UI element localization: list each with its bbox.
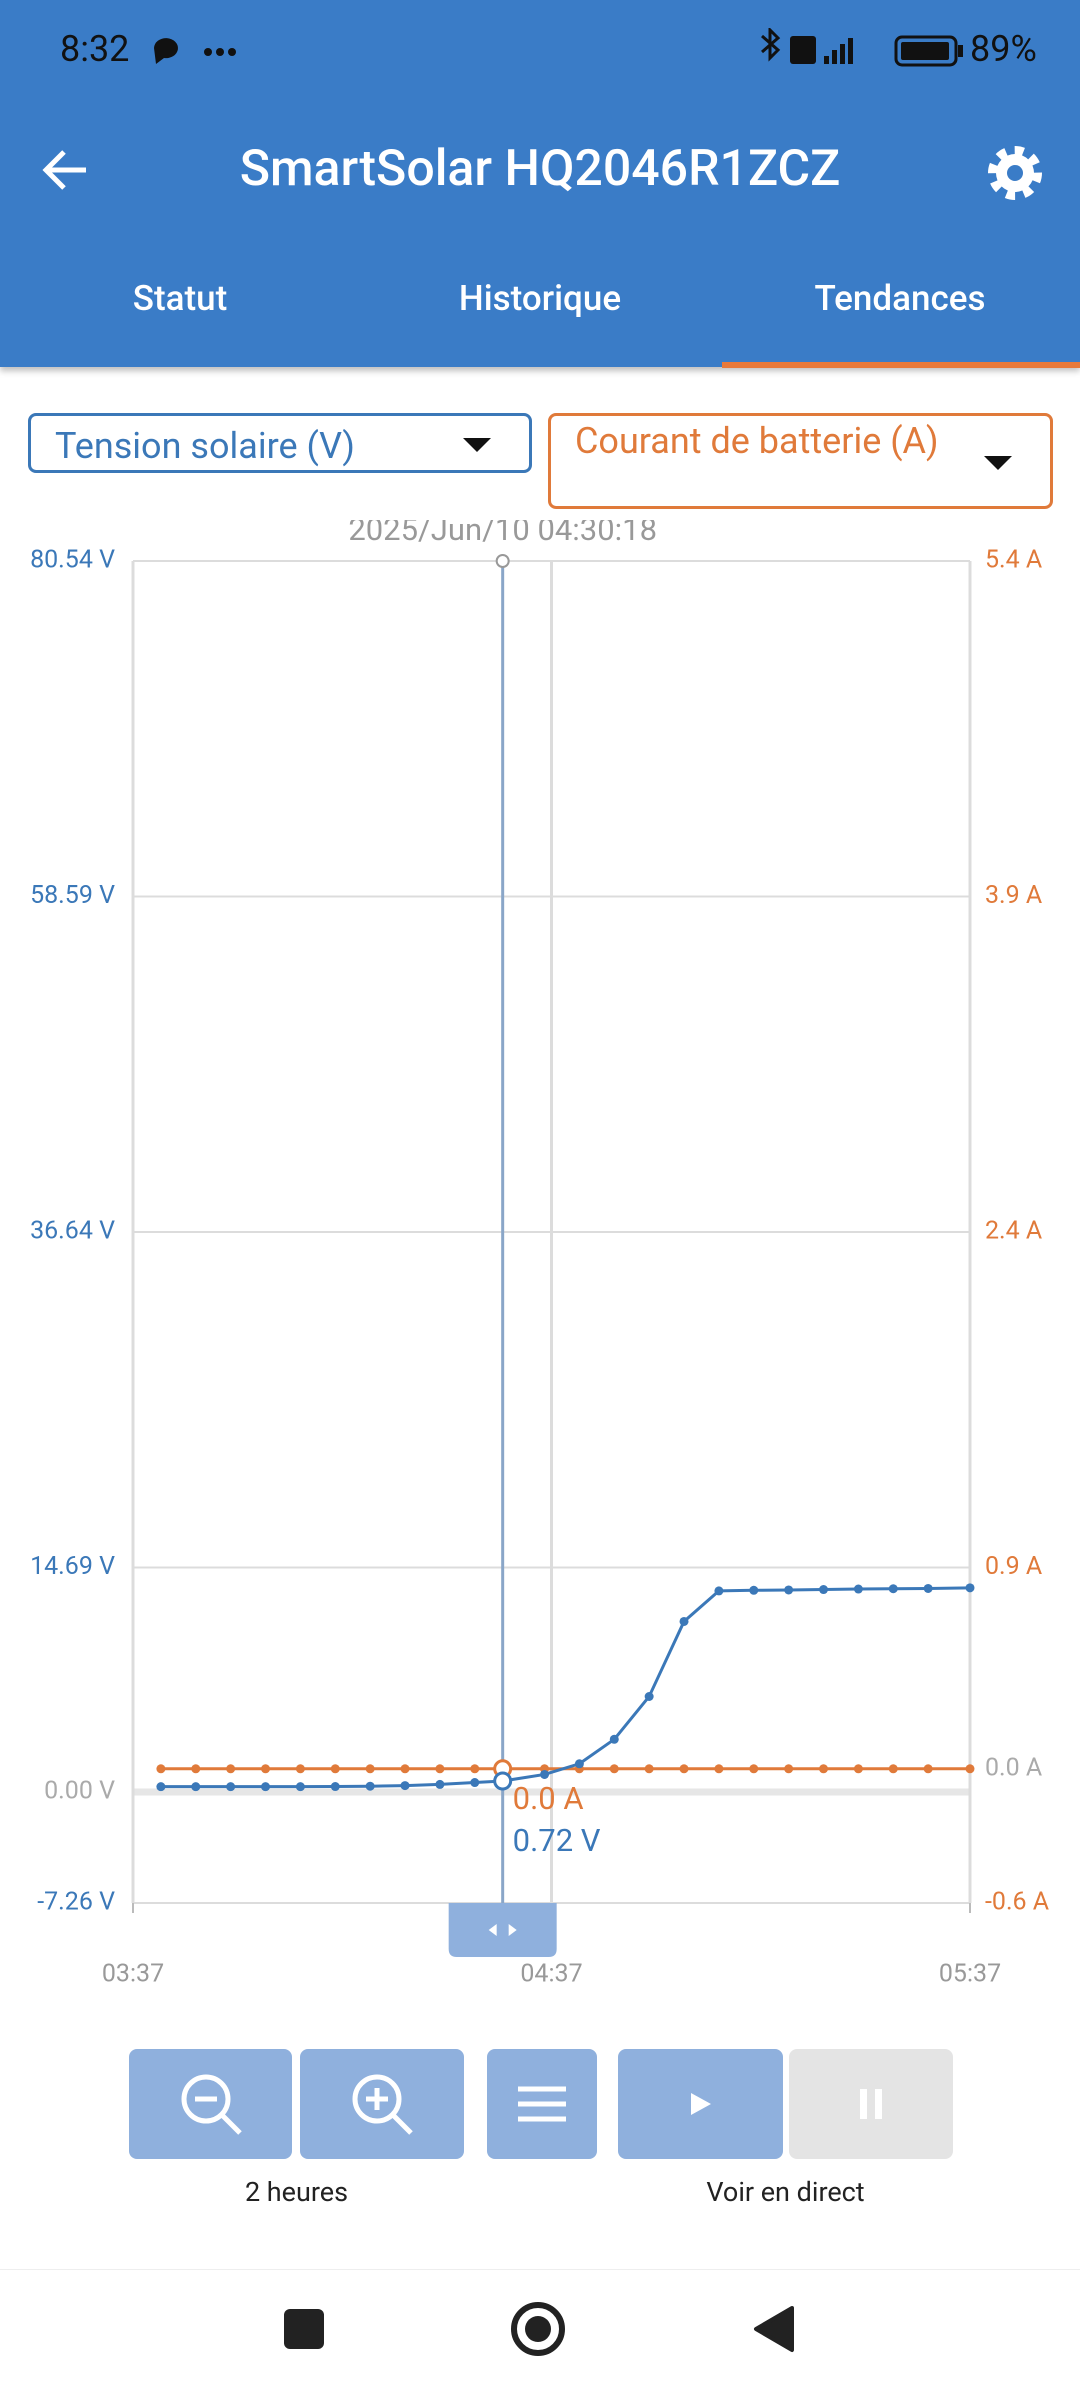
cursor-handle <box>448 1903 557 1957</box>
cursor-top <box>495 554 510 568</box>
status-icons <box>154 38 236 64</box>
nav-bar <box>0 2269 1080 2401</box>
settings-button[interactable] <box>985 143 1045 203</box>
system-icons <box>761 28 963 67</box>
app-bar: 8:32 89% SmartSolar HQ2046R1ZCZ Statut H… <box>0 0 1080 368</box>
value-label: 0.72 V <box>513 1822 601 1859</box>
play-button[interactable] <box>618 2049 783 2159</box>
data-point <box>365 1781 375 1791</box>
data-point <box>749 1764 759 1774</box>
data-point <box>853 1764 863 1774</box>
y2-tick-label: 2.4 A <box>985 1217 1042 1246</box>
data-point <box>470 1764 480 1774</box>
tab-indicator <box>722 362 1080 368</box>
handle-arrows <box>488 1924 517 1936</box>
value-label: 0.0 A <box>513 1780 584 1817</box>
data-point <box>435 1764 445 1774</box>
y-tick-label: 14.69 V <box>30 1552 115 1581</box>
y2-tick-label: 0.0 A <box>985 1753 1042 1782</box>
series-dropdown[interactable]: Tension solaire (V) <box>28 413 532 473</box>
data-point <box>191 1764 201 1774</box>
live-label: Voir en direct <box>706 2176 865 2208</box>
data-point <box>679 1616 689 1626</box>
cursor-label: 2025/Jun/10 04:30:18 <box>348 520 657 548</box>
y2-tick-label: 3.9 A <box>985 881 1042 910</box>
data-point <box>888 1584 898 1594</box>
data-point <box>965 1583 975 1593</box>
y-tick-label: 80.54 V <box>30 546 115 575</box>
status-battery: 89% <box>970 28 1037 70</box>
data-point <box>965 1764 975 1774</box>
tab[interactable]: Historique <box>458 278 622 319</box>
x-tick-label: 04:37 <box>520 1960 582 1989</box>
data-point <box>714 1764 724 1774</box>
data-point <box>295 1782 305 1792</box>
series-line <box>160 1586 971 1789</box>
dropdown-text: Tension solaire (V) <box>55 425 355 467</box>
series-dropdown[interactable]: Courant de batterie (A) <box>548 413 1053 509</box>
tab[interactable]: Statut <box>132 278 228 319</box>
data-point <box>400 1781 410 1791</box>
zoom-label: 2 heures <box>244 2176 349 2208</box>
back-nav-button[interactable] <box>754 2306 794 2352</box>
data-point <box>644 1764 654 1774</box>
data-point <box>784 1585 794 1595</box>
cursor-point <box>493 1771 513 1791</box>
data-point <box>888 1764 898 1774</box>
y-tick-label: 58.59 V <box>30 881 115 910</box>
data-point <box>609 1764 619 1774</box>
data-point <box>470 1778 480 1788</box>
tab[interactable]: Tendances <box>814 278 986 319</box>
back-button[interactable] <box>40 146 92 194</box>
data-point <box>644 1692 654 1702</box>
zoom-out-button[interactable] <box>129 2049 292 2159</box>
data-point <box>749 1585 759 1595</box>
status-time: 8:32 <box>60 28 130 70</box>
data-point <box>714 1586 724 1596</box>
data-point <box>330 1782 340 1792</box>
data-point <box>853 1584 863 1594</box>
recents-button[interactable] <box>284 2309 324 2349</box>
data-point <box>365 1764 375 1774</box>
data-point <box>330 1764 340 1774</box>
y2-tick-label: 5.4 A <box>985 546 1042 575</box>
y2-tick-label: 0.9 A <box>985 1552 1042 1581</box>
data-point <box>679 1764 689 1774</box>
data-point <box>540 1769 550 1779</box>
dropdown-text: Courant de batterie (A) <box>575 420 939 462</box>
screen-title: SmartSolar HQ2046R1ZCZ <box>239 140 841 198</box>
data-point <box>923 1764 933 1774</box>
data-point <box>923 1583 933 1593</box>
data-point <box>295 1764 305 1774</box>
x-tick-label: 05:37 <box>939 1960 1001 1989</box>
pause-button[interactable] <box>789 2049 953 2159</box>
data-point <box>156 1764 166 1774</box>
y-tick-label: 0.00 V <box>44 1777 115 1806</box>
data-point <box>400 1764 410 1774</box>
data-point <box>784 1764 794 1774</box>
data-point <box>226 1782 236 1792</box>
data-point <box>261 1764 271 1774</box>
data-point <box>226 1764 236 1774</box>
menu-button[interactable] <box>487 2049 597 2159</box>
chart: 80.54 V 58.59 V 36.64 V 14.69 V 0.00 V -7.26 … <box>30 520 1049 1989</box>
home-button[interactable] <box>511 2302 565 2356</box>
data-point <box>574 1759 584 1769</box>
data-point <box>609 1734 619 1744</box>
y-tick-label: 36.64 V <box>30 1217 115 1246</box>
data-point <box>261 1782 271 1792</box>
y2-tick-label: -0.6 A <box>985 1888 1049 1917</box>
data-point <box>435 1779 445 1789</box>
y-tick-label: -7.26 V <box>37 1888 115 1917</box>
data-point <box>191 1782 201 1792</box>
x-tick-label: 03:37 <box>102 1960 164 1989</box>
data-point <box>819 1764 829 1774</box>
data-point <box>819 1585 829 1595</box>
zoom-in-button[interactable] <box>300 2049 464 2159</box>
data-point <box>156 1782 166 1792</box>
